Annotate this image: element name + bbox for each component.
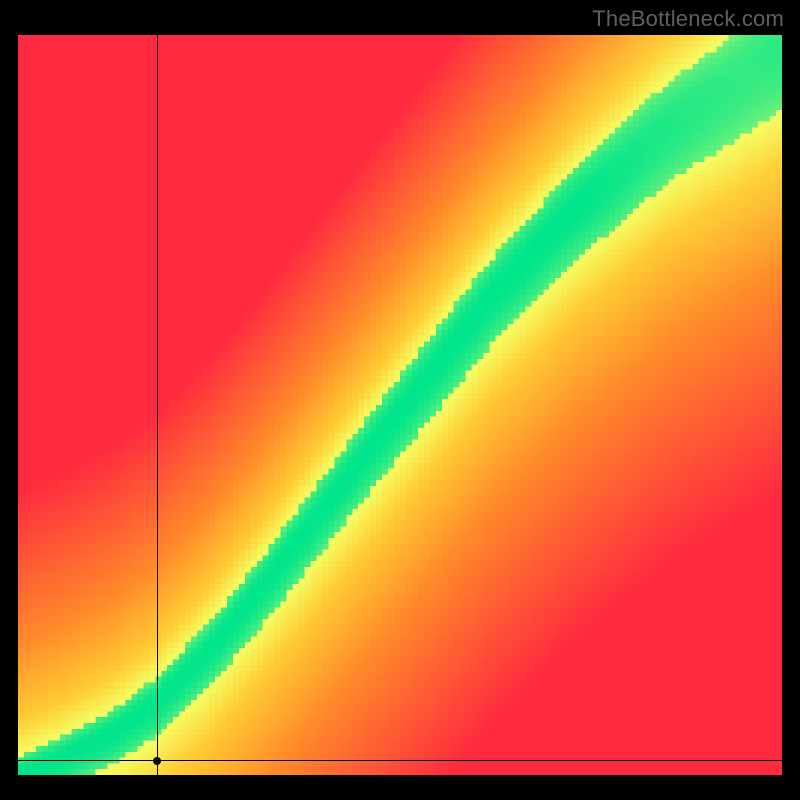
bottleneck-heatmap [18, 35, 782, 775]
crosshair-vertical [157, 35, 158, 775]
crosshair-horizontal [18, 760, 782, 761]
crosshair-marker [153, 757, 161, 765]
attribution-label: TheBottleneck.com [592, 6, 784, 32]
chart-container: TheBottleneck.com [0, 0, 800, 800]
